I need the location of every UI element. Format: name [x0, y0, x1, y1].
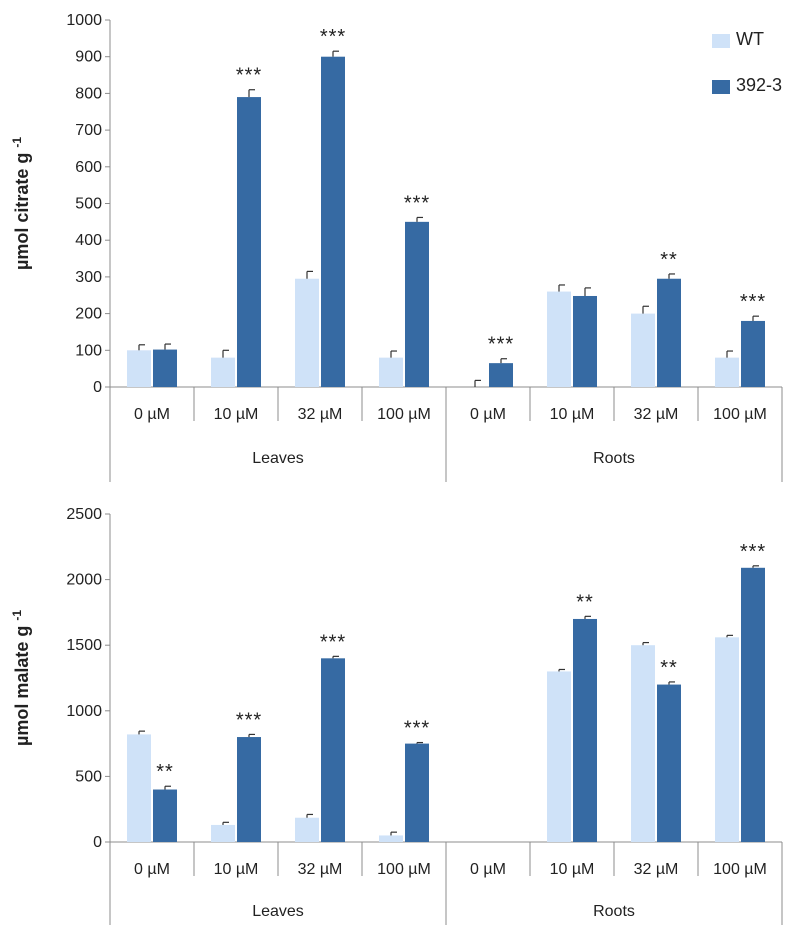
bar-392-3-5 [573, 618, 597, 842]
significance-label: ** [576, 591, 594, 613]
x-category-label: 0 µM [134, 406, 170, 423]
x-category-label: 32 µM [298, 861, 343, 878]
bar-wt-2 [295, 278, 319, 387]
significance-label: *** [320, 631, 346, 653]
y-tick-label: 700 [75, 122, 102, 139]
bar-wt-6 [631, 645, 655, 842]
bar-392-3-3 [405, 221, 429, 387]
x-category-label: 0 µM [134, 861, 170, 878]
bar-wt-5 [547, 291, 571, 387]
y-tick-label: 600 [75, 159, 102, 176]
legend-label-392-3: 392-3 [736, 75, 783, 95]
y-tick-label: 900 [75, 49, 102, 66]
y-axis-title-text: µmol malate g [12, 621, 32, 746]
x-category-label: 0 µM [470, 406, 506, 423]
bar-wt-3 [379, 835, 403, 842]
x-group-label: Roots [593, 450, 635, 467]
y-tick-label: 1000 [66, 12, 102, 29]
y-axis-title-superscript: -1 [10, 610, 24, 621]
x-category-label: 10 µM [550, 861, 595, 878]
significance-label: *** [740, 291, 766, 313]
y-tick-label: 800 [75, 85, 102, 102]
y-tick-label: 200 [75, 306, 102, 323]
significance-label: *** [488, 334, 514, 356]
x-category-label: 10 µM [550, 406, 595, 423]
bar-392-3-1 [237, 97, 261, 387]
y-tick-label: 2500 [66, 506, 102, 523]
significance-label: ** [660, 249, 678, 271]
significance-label: *** [404, 718, 430, 740]
x-category-label: 10 µM [214, 861, 259, 878]
bar-392-3-6 [657, 278, 681, 387]
bar-392-3-0 [153, 349, 177, 387]
x-category-label: 10 µM [214, 406, 259, 423]
bar-wt-3 [379, 357, 403, 387]
y-tick-label: 500 [75, 768, 102, 785]
legend-label-wt: WT [736, 29, 764, 49]
x-category-label: 100 µM [377, 861, 431, 878]
bar-392-3-3 [405, 743, 429, 842]
x-category-label: 0 µM [470, 861, 506, 878]
y-tick-label: 100 [75, 342, 102, 359]
legend-swatch-392-3 [712, 80, 730, 94]
legend-swatch-wt [712, 34, 730, 48]
y-tick-label: 1000 [66, 703, 102, 720]
significance-label: *** [740, 541, 766, 563]
significance-label: ** [660, 657, 678, 679]
bar-wt-1 [211, 357, 235, 387]
significance-label: *** [236, 709, 262, 731]
bar-392-3-7 [741, 320, 765, 387]
y-tick-label: 1500 [66, 637, 102, 654]
y-tick-label: 400 [75, 232, 102, 249]
significance-label: ** [156, 761, 174, 783]
x-group-label: Leaves [252, 450, 304, 467]
significance-label: *** [320, 26, 346, 48]
significance-label: *** [404, 192, 430, 214]
y-axis-title: µmol citrate g -1 [10, 137, 32, 270]
y-tick-label: 0 [93, 379, 102, 396]
x-category-label: 32 µM [634, 861, 679, 878]
x-category-label: 100 µM [713, 861, 767, 878]
bar-392-3-2 [321, 56, 345, 387]
x-category-label: 100 µM [713, 406, 767, 423]
bar-wt-2 [295, 817, 319, 842]
bar-392-3-7 [741, 567, 765, 842]
y-axis-title-text: µmol citrate g [12, 148, 32, 270]
significance-label: *** [236, 65, 262, 87]
x-group-label: Roots [593, 903, 635, 920]
bar-wt-1 [211, 824, 235, 842]
bar-wt-6 [631, 313, 655, 387]
x-category-label: 100 µM [377, 406, 431, 423]
y-tick-label: 300 [75, 269, 102, 286]
y-tick-label: 2000 [66, 572, 102, 589]
bar-392-3-6 [657, 684, 681, 842]
x-category-label: 32 µM [298, 406, 343, 423]
y-tick-label: 0 [93, 834, 102, 851]
y-tick-label: 500 [75, 196, 102, 213]
bar-392-3-4 [489, 363, 513, 387]
bar-392-3-0 [153, 789, 177, 842]
bar-wt-7 [715, 357, 739, 387]
bar-wt-0 [127, 350, 151, 387]
bar-wt-7 [715, 637, 739, 842]
bar-392-3-1 [237, 737, 261, 842]
bar-wt-5 [547, 671, 571, 842]
bar-392-3-2 [321, 658, 345, 842]
x-category-label: 32 µM [634, 406, 679, 423]
bar-wt-0 [127, 734, 151, 842]
x-group-label: Leaves [252, 903, 304, 920]
y-axis-title-superscript: -1 [10, 137, 24, 148]
y-axis-title: µmol malate g -1 [10, 610, 32, 746]
bar-392-3-5 [573, 295, 597, 387]
